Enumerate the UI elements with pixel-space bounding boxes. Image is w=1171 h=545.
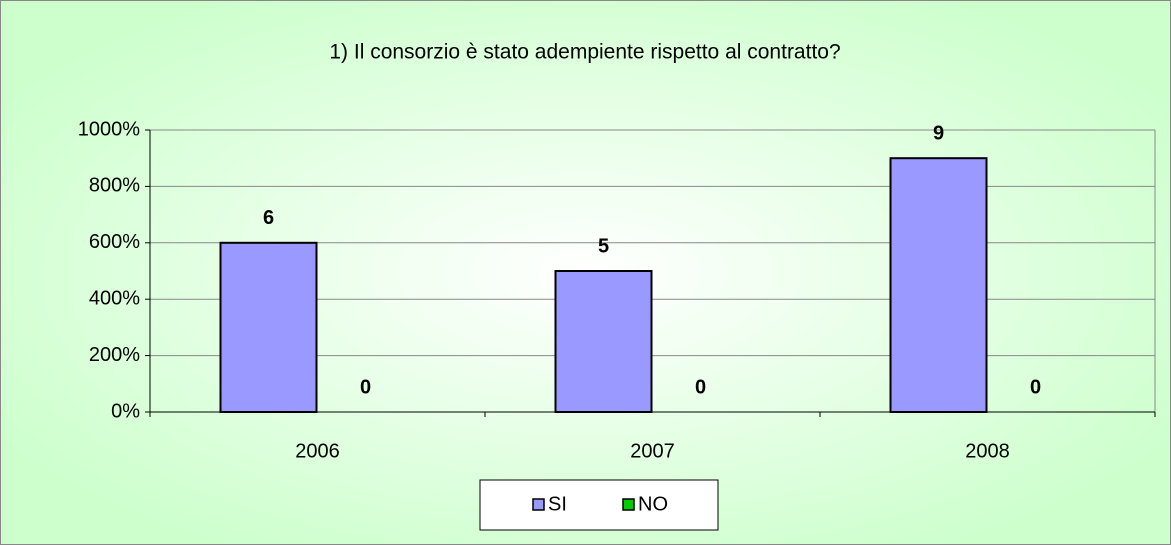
data-label: 9 [933, 122, 944, 144]
legend [479, 479, 719, 531]
x-tick-label: 2007 [630, 440, 675, 462]
data-label: 0 [360, 376, 371, 398]
data-label: 0 [1030, 376, 1041, 398]
legend-swatch [622, 498, 635, 511]
bar [554, 270, 653, 413]
y-tick-label: 400% [89, 287, 140, 309]
data-label: 5 [598, 235, 609, 257]
legend-label: SI [548, 493, 567, 515]
y-tick-label: 600% [89, 231, 140, 253]
data-label: 6 [263, 207, 274, 229]
y-tick-label: 800% [89, 175, 140, 197]
bar [889, 157, 988, 413]
data-label: 0 [695, 376, 706, 398]
legend-label: NO [638, 493, 668, 515]
x-tick-label: 2008 [965, 440, 1010, 462]
bar [219, 241, 318, 413]
y-tick-label: 200% [89, 344, 140, 366]
legend-swatch [532, 498, 545, 511]
y-tick-label: 1000% [78, 118, 140, 140]
x-tick-label: 2006 [295, 440, 340, 462]
y-tick-label: 0% [111, 400, 140, 422]
chart-title: 1) Il consorzio è stato adempiente rispe… [329, 41, 840, 64]
